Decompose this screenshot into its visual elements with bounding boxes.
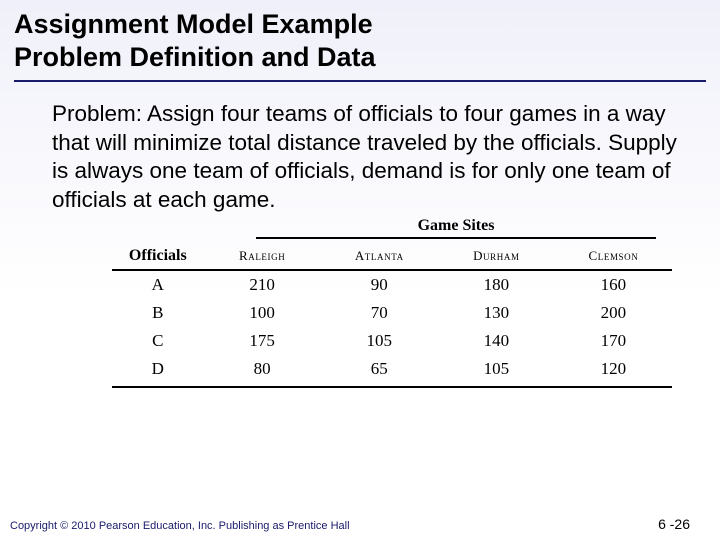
table-row: A 210 90 180 160: [112, 270, 672, 299]
cell-0-1: 90: [321, 270, 438, 299]
cell-0-2: 180: [438, 270, 555, 299]
row-label-3: D: [112, 355, 204, 383]
cell-1-1: 70: [321, 299, 438, 327]
distance-table-wrap: Game Sites Officials Raleigh Atlanta Dur…: [40, 215, 680, 388]
title-line-2: Problem Definition and Data: [14, 41, 706, 74]
sites-header-rule: [256, 237, 656, 239]
table-row: B 100 70 130 200: [112, 299, 672, 327]
cell-3-0: 80: [204, 355, 321, 383]
table-super-header: Game Sites: [112, 217, 680, 237]
row-label-2: C: [112, 327, 204, 355]
cell-3-2: 105: [438, 355, 555, 383]
row-label-0: A: [112, 270, 204, 299]
cell-2-2: 140: [438, 327, 555, 355]
copyright-text: Copyright © 2010 Pearson Education, Inc.…: [10, 520, 350, 534]
cell-2-0: 175: [204, 327, 321, 355]
row-label-1: B: [112, 299, 204, 327]
cell-0-3: 160: [555, 270, 672, 299]
problem-statement-block: Problem: Assign four teams of officials …: [0, 82, 720, 215]
table-header-row: Officials Raleigh Atlanta Durham Clemson: [112, 243, 672, 269]
title-line-1: Assignment Model Example: [14, 8, 706, 41]
cell-2-1: 105: [321, 327, 438, 355]
cell-2-3: 170: [555, 327, 672, 355]
page-number: 6 -26: [658, 516, 710, 534]
slide-footer: Copyright © 2010 Pearson Education, Inc.…: [10, 516, 710, 534]
cell-3-1: 65: [321, 355, 438, 383]
cell-3-3: 120: [555, 355, 672, 383]
site-header-0: Raleigh: [204, 243, 321, 269]
officials-header: Officials: [112, 243, 204, 269]
cell-1-0: 100: [204, 299, 321, 327]
slide-title-block: Assignment Model Example Problem Definit…: [0, 0, 720, 78]
cell-0-0: 210: [204, 270, 321, 299]
table-row: D 80 65 105 120: [112, 355, 672, 383]
cell-1-2: 130: [438, 299, 555, 327]
site-header-3: Clemson: [555, 243, 672, 269]
table-bottom-rule: [112, 386, 672, 388]
site-header-2: Durham: [438, 243, 555, 269]
site-header-1: Atlanta: [321, 243, 438, 269]
distance-table: Officials Raleigh Atlanta Durham Clemson…: [112, 243, 672, 383]
table-row: C 175 105 140 170: [112, 327, 672, 355]
cell-1-3: 200: [555, 299, 672, 327]
problem-text: Problem: Assign four teams of officials …: [52, 100, 680, 215]
